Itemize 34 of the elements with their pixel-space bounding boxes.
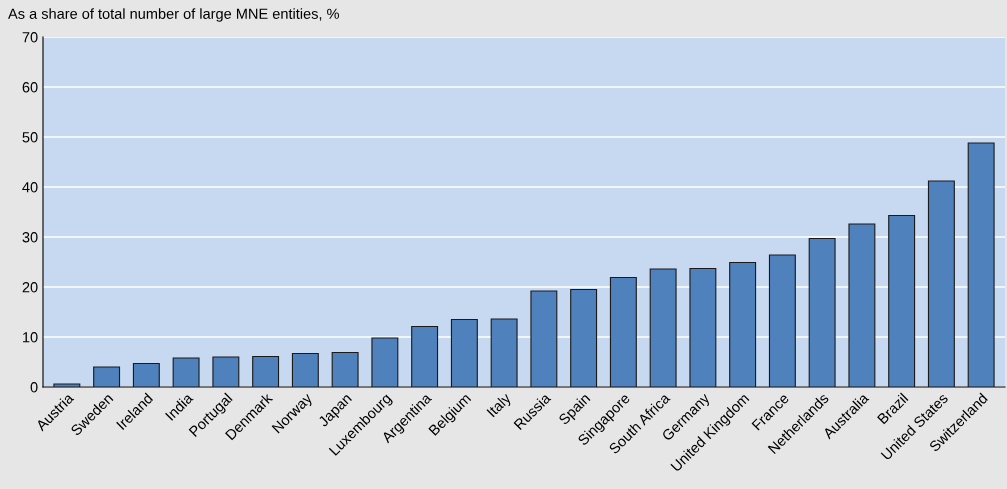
y-tick-label: 40 <box>22 182 38 193</box>
y-tick-label: 10 <box>23 332 38 343</box>
y-tick-label: 50 <box>22 132 38 143</box>
bar <box>570 288 598 387</box>
bar <box>172 357 200 387</box>
y-tick-label: 30 <box>22 232 38 243</box>
bar <box>252 355 280 387</box>
bar <box>689 267 717 387</box>
bar <box>927 180 955 387</box>
bar <box>411 325 439 387</box>
bar <box>530 290 558 387</box>
bar <box>212 356 240 387</box>
bar <box>888 214 916 387</box>
y-tick-label: 20 <box>22 282 38 293</box>
bar <box>768 254 796 387</box>
y-axis-title: As a share of total number of large MNE entities, % <box>8 8 339 22</box>
bar <box>649 268 677 387</box>
y-tick-label: 60 <box>22 82 38 93</box>
bar <box>291 352 319 387</box>
bar <box>848 223 876 387</box>
bar <box>371 337 399 387</box>
bar <box>132 362 160 387</box>
bar <box>450 318 478 387</box>
bar <box>967 142 995 387</box>
bar <box>53 383 81 387</box>
y-tick-label: 0 <box>30 382 38 393</box>
y-tick-label: 70 <box>22 32 38 43</box>
bar <box>490 318 518 387</box>
bar <box>808 237 836 387</box>
bar <box>609 276 637 387</box>
bar <box>331 351 359 387</box>
bar <box>729 261 757 387</box>
bar <box>93 366 121 387</box>
x-tick-label: Italy <box>486 391 514 420</box>
